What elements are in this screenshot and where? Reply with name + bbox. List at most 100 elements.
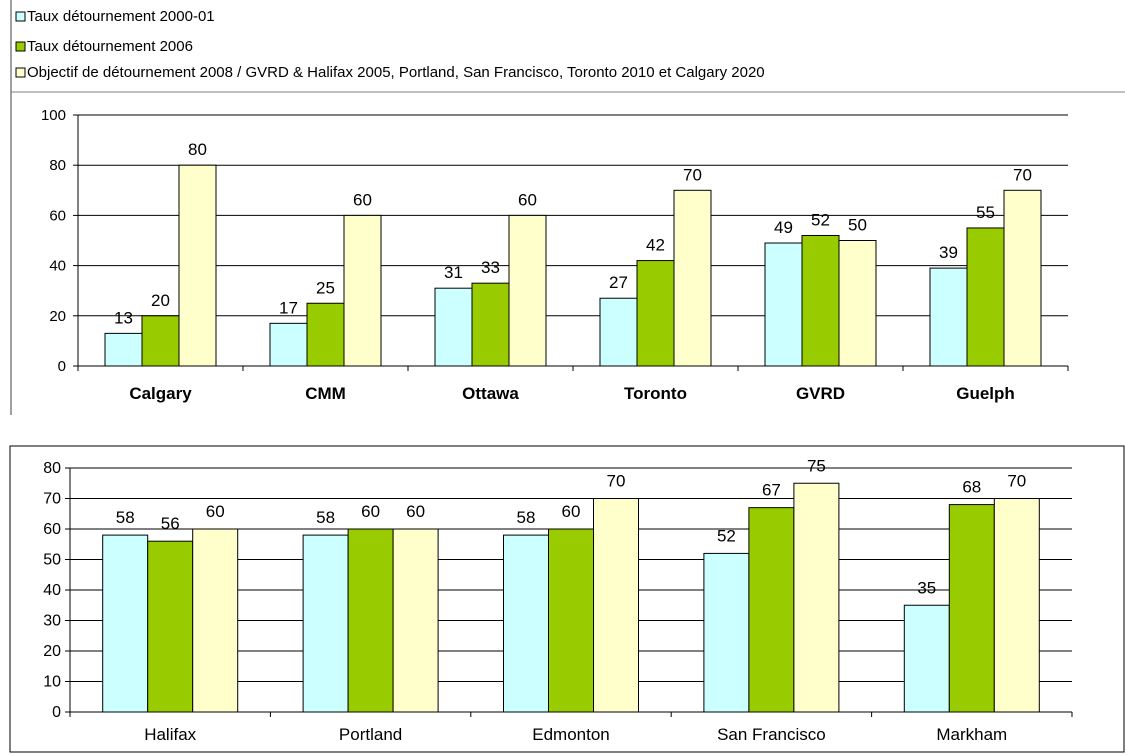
legend-item: Taux détournement 2006	[15, 38, 193, 55]
data-labels: 13 20 80 17 25 60 31 33 60 27 42 70 49 52 50 39 55 70	[114, 140, 1032, 327]
grid-lines	[78, 114, 1068, 367]
category-label: Portland	[339, 725, 402, 744]
data-label: 70	[683, 165, 702, 184]
chart-top: 0 20 40 60 80 100 13 20 80 17 25 60 31 33 60 27 42 70 49 5…	[41, 107, 1069, 403]
bar	[302, 534, 349, 713]
data-label: 80	[188, 140, 207, 159]
top-frame	[10, 0, 1125, 415]
data-label: 60	[406, 502, 425, 521]
bar	[508, 214, 547, 367]
y-tick-label: 60	[43, 521, 61, 538]
bars	[102, 482, 1040, 713]
y-tick-label: 30	[43, 613, 61, 630]
bar	[178, 164, 217, 367]
legend: Taux détournement 2000-01 Taux détournem…	[15, 8, 765, 81]
bar	[748, 507, 795, 713]
legend-item: Taux détournement 2000-01	[15, 8, 215, 25]
category-label: San Francisco	[717, 725, 826, 744]
bar	[673, 189, 712, 367]
bar	[838, 240, 877, 367]
category-label: GVRD	[796, 384, 845, 403]
bottom-frame	[9, 445, 1125, 753]
category-label: Toronto	[624, 384, 687, 403]
bar	[1003, 189, 1042, 367]
data-label: 60	[361, 502, 380, 521]
bar	[147, 540, 194, 713]
data-label: 70	[607, 472, 626, 491]
category-label: Markham	[936, 725, 1007, 744]
legend-swatch	[15, 11, 26, 22]
y-tick-label: 20	[43, 643, 61, 660]
bar	[471, 282, 510, 367]
x-axis: Calgary CMM Ottawa Toronto GVRD Guelph	[77, 365, 1069, 403]
bar	[599, 297, 638, 367]
data-label: 60	[518, 190, 537, 209]
bar	[192, 528, 239, 713]
data-labels: 58 56 60 58 60 60 58 60 70 52 67 75 35 68 70	[116, 456, 1027, 597]
y-tick-label: 50	[43, 552, 61, 569]
bar	[903, 604, 950, 713]
bar	[434, 287, 473, 367]
bar	[764, 242, 803, 367]
legend-swatch	[15, 41, 26, 52]
data-label: 70	[1007, 472, 1026, 491]
data-label: 68	[962, 478, 981, 497]
x-axis: Halifax Portland Edmonton San Francisco Mark…	[69, 711, 1073, 744]
category-label: Ottawa	[462, 384, 519, 403]
data-label: 42	[646, 236, 665, 255]
data-label: 75	[807, 456, 826, 475]
category-label: Edmonton	[532, 725, 610, 744]
data-label: 55	[976, 203, 995, 222]
category-label: Guelph	[956, 384, 1015, 403]
data-label: 67	[762, 481, 781, 500]
data-label: 27	[609, 273, 628, 292]
bar	[993, 498, 1040, 713]
bar	[141, 315, 180, 367]
data-label: 60	[206, 502, 225, 521]
bar	[948, 504, 995, 713]
data-label: 13	[114, 308, 133, 327]
bar	[102, 534, 149, 713]
data-label: 33	[481, 258, 500, 277]
data-label: 58	[517, 508, 536, 527]
bar	[343, 214, 382, 367]
y-tick-label: 10	[43, 674, 61, 691]
y-tick-label: 80	[49, 157, 66, 174]
data-label: 20	[151, 291, 170, 310]
bar	[929, 267, 968, 367]
category-label: Calgary	[129, 384, 192, 403]
data-label: 35	[917, 578, 936, 597]
y-axis: 0 20 40 60 80 100	[41, 107, 79, 375]
y-tick-label: 100	[41, 107, 66, 124]
chart-bottom: 0 10 20 30 40 50 60 70 80 58 56 60 58 60 60 58 60 70 52 67…	[43, 456, 1073, 744]
bar	[793, 482, 840, 713]
bar	[966, 227, 1005, 367]
bar	[801, 234, 840, 367]
legend-label: Taux détournement 2006	[27, 38, 193, 55]
y-tick-label: 80	[43, 460, 61, 477]
bar	[104, 332, 143, 367]
y-tick-label: 70	[43, 491, 61, 508]
y-tick-label: 20	[49, 308, 66, 325]
y-tick-label: 60	[49, 207, 66, 224]
legend-item: Objectif de détournement 2008 / GVRD & H…	[15, 64, 765, 81]
bar	[269, 322, 308, 367]
bar	[306, 302, 345, 367]
bar	[636, 260, 675, 367]
data-label: 49	[774, 218, 793, 237]
bar	[703, 552, 750, 713]
category-label: Halifax	[144, 725, 196, 744]
y-tick-label: 40	[43, 582, 61, 599]
legend-label: Objectif de détournement 2008 / GVRD & H…	[27, 64, 765, 81]
data-label: 60	[353, 190, 372, 209]
bar	[347, 528, 394, 713]
legend-swatch	[15, 67, 26, 78]
y-axis: 0 10 20 30 40 50 60 70 80	[43, 460, 71, 721]
category-label: CMM	[305, 384, 346, 403]
bar	[503, 534, 549, 713]
data-label: 58	[116, 508, 135, 527]
bar	[593, 498, 639, 713]
data-label: 52	[717, 526, 736, 545]
data-label: 50	[848, 216, 867, 235]
